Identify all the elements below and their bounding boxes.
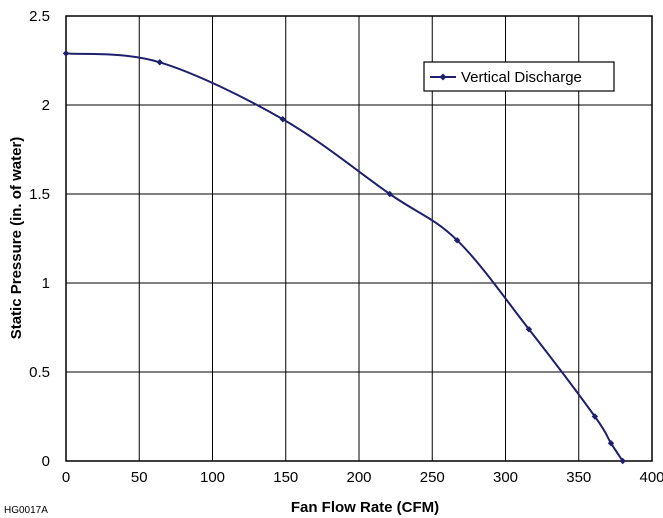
y-tick-label: 0 xyxy=(42,453,50,470)
y-axis-ticks: 0 0.5 1 1.5 2 2.5 xyxy=(29,8,50,470)
data-point-marker xyxy=(619,457,626,465)
legend-box xyxy=(423,61,615,92)
y-tick-label: 0.5 xyxy=(29,364,50,381)
series-line xyxy=(65,52,624,462)
data-point-marker xyxy=(156,59,163,66)
x-tick-label: 200 xyxy=(346,469,371,486)
y-tick-label: 1.5 xyxy=(29,186,50,203)
x-tick-label: 100 xyxy=(200,469,225,486)
x-tick-label: 250 xyxy=(420,469,445,486)
x-tick-label: 0 xyxy=(62,469,70,486)
data-point-marker xyxy=(279,116,287,123)
y-tick-label: 1 xyxy=(42,275,50,292)
data-point-marker xyxy=(525,326,533,333)
data-point-marker xyxy=(591,413,599,420)
data-point-marker xyxy=(453,237,461,244)
x-axis-title: Fan Flow Rate (CFM) xyxy=(291,499,439,516)
plot-area xyxy=(65,15,653,462)
x-tick-label: 300 xyxy=(493,469,518,486)
data-point-marker xyxy=(62,50,70,57)
y-axis-title: Static Pressure (in. of water) xyxy=(8,137,25,340)
x-tick-label: 350 xyxy=(566,469,591,486)
data-point-marker xyxy=(607,440,615,447)
x-tick-label: 150 xyxy=(273,469,298,486)
series-group xyxy=(62,50,626,465)
y-tick-label: 2.5 xyxy=(29,8,50,25)
legend-marker-swatch xyxy=(439,73,447,81)
data-point-marker xyxy=(386,190,393,198)
legend: Vertical Discharge xyxy=(423,61,615,92)
x-axis-ticks: 0 50 100 150 200 250 300 350 400 xyxy=(62,469,663,486)
x-tick-label: 50 xyxy=(131,469,148,486)
y-tick-label: 2 xyxy=(42,97,50,114)
x-tick-label: 400 xyxy=(639,469,663,486)
figure-code: HG0017A xyxy=(4,505,48,516)
legend-label: Vertical Discharge xyxy=(461,69,582,86)
